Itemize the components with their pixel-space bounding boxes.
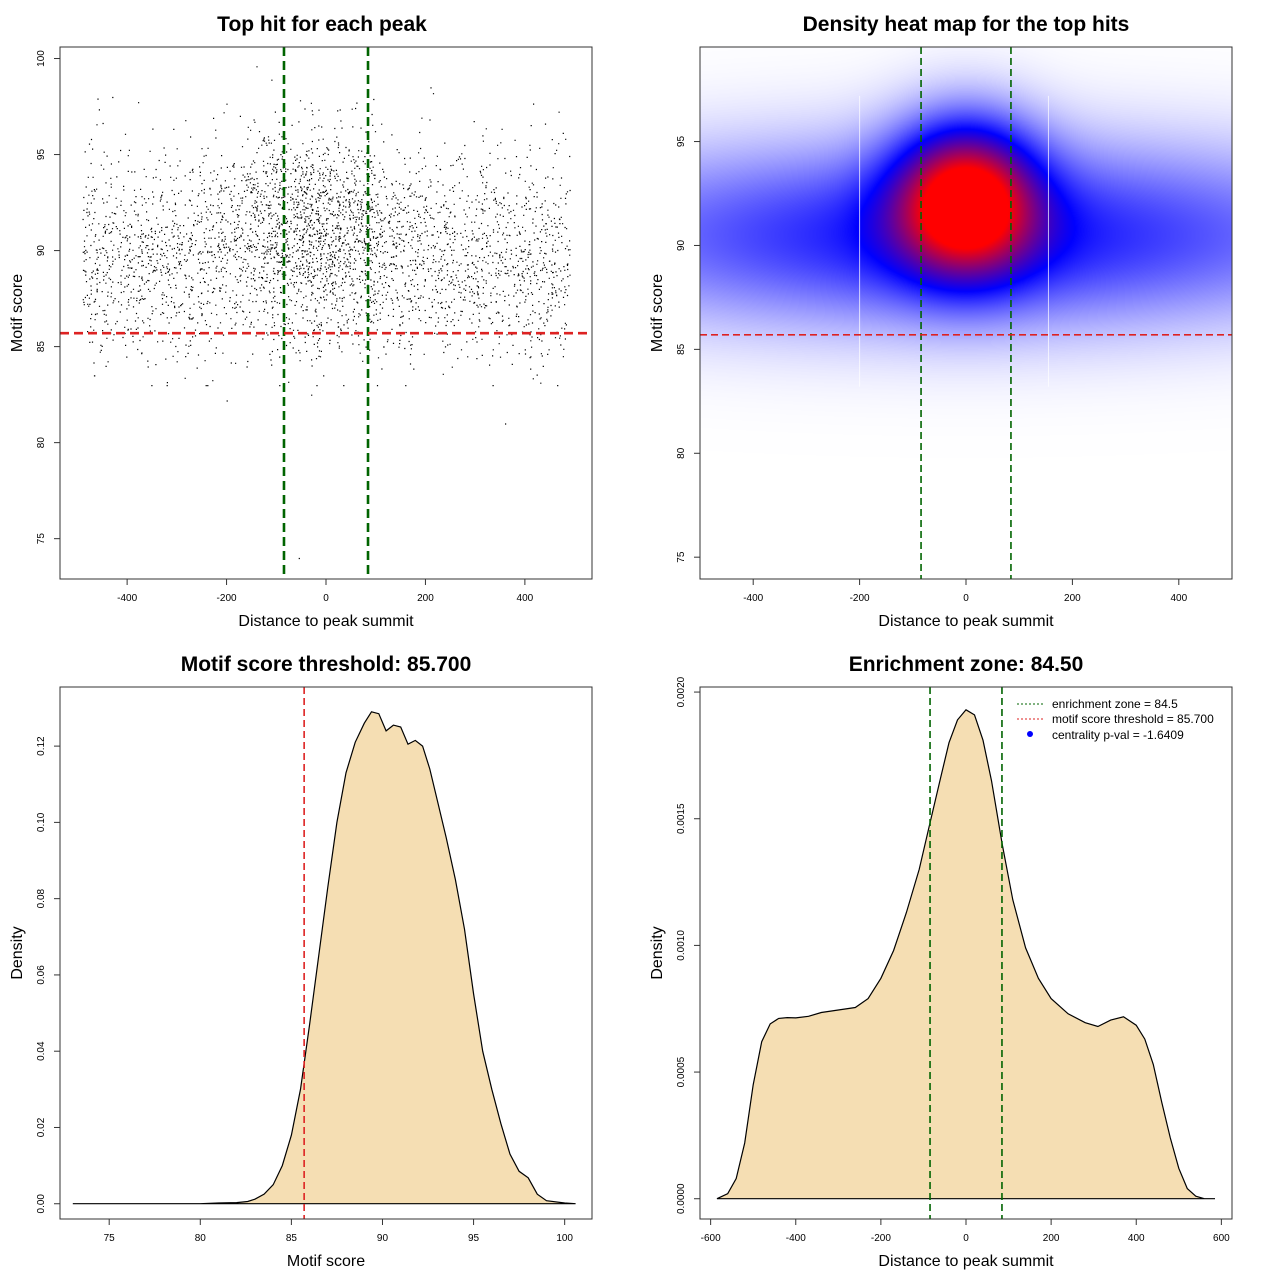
p4-y-tick-label: 0.0005: [676, 1056, 687, 1087]
p4-x-tick-label: -600: [701, 1233, 721, 1244]
distance-density-x-label: Distance to peak summit: [878, 1253, 1054, 1270]
scatter-y-label: Motif score: [9, 274, 26, 352]
p3-x-tick-label: 100: [556, 1233, 573, 1244]
p2-x-tick-label: 400: [1170, 593, 1187, 604]
p3-x-tick-label: 85: [286, 1233, 298, 1244]
p1-x-tick-label: 200: [417, 593, 434, 604]
heatmap-x-label: Distance to peak summit: [878, 613, 1054, 630]
scatter-title: Top hit for each peak: [217, 13, 427, 36]
p4-y-tick-label: 0.0015: [676, 803, 687, 834]
p4-x-tick-label: 200: [1043, 1233, 1060, 1244]
p1-y-tick-label: 80: [36, 437, 47, 449]
distance-density-y-axis: 0.0000 0.0005 0.0010 0.0015 0.0020: [676, 676, 701, 1214]
heatmap-y-label: Motif score: [649, 274, 666, 352]
heatmap-y-axis: 75 80 85 90 95: [676, 136, 701, 563]
legend-swatch-centrality: [1027, 731, 1033, 737]
score-density-y-label: Density: [9, 926, 26, 979]
p4-x-tick-label: -400: [786, 1233, 806, 1244]
p1-y-tick-label: 75: [36, 533, 47, 545]
p3-x-tick-label: 95: [468, 1233, 480, 1244]
scatter-y-axis: 75 80 85 90 95 100: [36, 50, 61, 545]
distance-density-y-label: Density: [649, 926, 666, 979]
distance-density-title: Enrichment zone: 84.50: [849, 653, 1084, 676]
p1-y-tick-label: 85: [36, 341, 47, 353]
heatmap-image-container: [700, 47, 1232, 579]
p1-x-tick-label: -400: [117, 593, 137, 604]
p4-x-tick-label: 600: [1213, 1233, 1230, 1244]
score-density-panel: Motif score threshold: 85.700 75 80 85 90 95…: [9, 653, 593, 1270]
legend: enrichment zone = 84.5 motif score thres…: [1017, 697, 1214, 742]
p2-y-tick-label: 90: [676, 239, 687, 251]
p3-y-tick-label: 0.08: [36, 888, 47, 908]
p3-x-tick-label: 80: [195, 1233, 207, 1244]
p4-y-tick-label: 0.0020: [676, 676, 687, 707]
heatmap-x-axis: -400 -200 0 200 400: [743, 578, 1188, 604]
scatter-x-axis: -400 -200 0 200 400: [117, 578, 534, 604]
p4-x-tick-label: -200: [871, 1233, 891, 1244]
p3-x-tick-label: 75: [104, 1233, 116, 1244]
p2-y-tick-label: 75: [676, 551, 687, 563]
score-density-y-axis: 0.00 0.02 0.04 0.06 0.08 0.10 0.12: [36, 736, 61, 1214]
p3-y-tick-label: 0.02: [36, 1117, 47, 1137]
scatter-point-cloud: [82, 66, 571, 560]
distance-density-panel: Enrichment zone: 84.50 -600 -400 -200 0 200 4…: [649, 653, 1233, 1270]
legend-label-centrality: centrality p-val = -1.6409: [1052, 728, 1184, 742]
p2-x-tick-label: -400: [743, 593, 763, 604]
score-density-x-label: Motif score: [287, 1253, 365, 1270]
score-density-title: Motif score threshold: 85.700: [181, 653, 472, 676]
p2-y-tick-label: 85: [676, 343, 687, 355]
p1-x-tick-label: -200: [217, 593, 237, 604]
p3-y-tick-label: 0.06: [36, 965, 47, 985]
p3-y-tick-label: 0.00: [36, 1194, 47, 1214]
p2-x-tick-label: -200: [850, 593, 870, 604]
p1-x-tick-label: 400: [517, 593, 534, 604]
p1-y-tick-label: 90: [36, 245, 47, 257]
distance-density-reference-lines: [929, 687, 1003, 1219]
p4-x-tick-label: 0: [963, 1233, 969, 1244]
legend-label-enrichment-zone: enrichment zone = 84.5: [1052, 697, 1178, 711]
scatter-panel: Top hit for each peak -400 -200 0 200 400 75…: [9, 13, 593, 630]
p1-y-tick-label: 95: [36, 149, 47, 161]
p4-y-tick-label: 0.0000: [676, 1183, 687, 1214]
p2-y-tick-label: 80: [676, 447, 687, 459]
heatmap-reference-lines: [700, 47, 1232, 579]
p3-x-tick-label: 90: [377, 1233, 389, 1244]
p1-y-tick-label: 100: [36, 50, 47, 67]
scatter-x-label: Distance to peak summit: [238, 613, 414, 630]
score-density-x-axis: 75 80 85 90 95 100: [104, 1218, 573, 1244]
p2-x-tick-label: 0: [963, 593, 969, 604]
scatter-reference-lines: [60, 47, 592, 579]
p3-y-tick-label: 0.04: [36, 1041, 47, 1061]
p2-x-tick-label: 200: [1064, 593, 1081, 604]
p3-y-tick-label: 0.10: [36, 812, 47, 832]
heatmap-canvas: [700, 47, 1232, 579]
legend-label-threshold: motif score threshold = 85.700: [1052, 712, 1214, 726]
distance-density-area: [716, 709, 1215, 1200]
heatmap-seams: [859, 95, 1049, 387]
heatmap-panel: Density heat map for the top hits -400 -2…: [649, 13, 1233, 630]
p2-y-tick-label: 95: [676, 136, 687, 148]
p4-y-tick-label: 0.0010: [676, 930, 687, 961]
distance-density-x-axis: -600 -400 -200 0 200 400 600: [701, 1218, 1230, 1244]
p4-x-tick-label: 400: [1128, 1233, 1145, 1244]
p3-y-tick-label: 0.12: [36, 736, 47, 756]
heatmap-title: Density heat map for the top hits: [803, 13, 1130, 36]
score-density-area: [72, 711, 576, 1205]
p1-x-tick-label: 0: [323, 593, 329, 604]
scatter-points: [82, 66, 571, 560]
